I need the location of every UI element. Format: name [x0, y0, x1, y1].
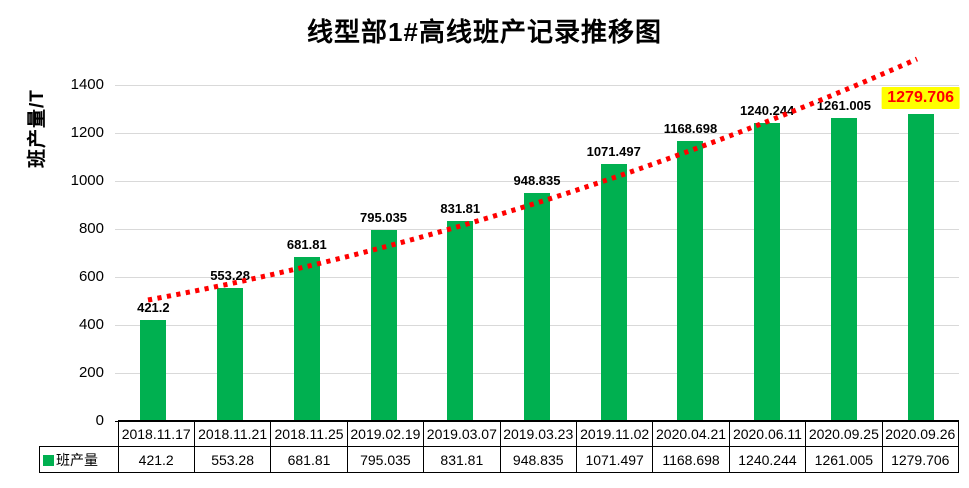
table-date-cell: 2020.09.25 [805, 420, 883, 447]
chart-title: 线型部1#高线班产记录推移图 [307, 17, 662, 47]
bar-value-label: 1168.698 [663, 120, 718, 136]
table-corner-spacer [40, 421, 119, 447]
table-date-cell: 2019.03.23 [499, 420, 577, 447]
bar [217, 288, 244, 421]
bar [140, 319, 167, 421]
legend-label: 班产量 [56, 451, 98, 468]
table-value-cell: 1261.005 [805, 446, 883, 473]
bar-value-label: 1261.005 [816, 98, 872, 114]
table-value-cell: 681.81 [270, 446, 348, 473]
table-date-cell: 2019.11.02 [575, 420, 654, 447]
y-tick-label: 0 [95, 412, 104, 429]
table-date-cell: 2018.11.17 [117, 420, 195, 447]
table-value-cell: 1168.698 [652, 446, 730, 473]
table-date-cell: 2020.06.11 [728, 420, 807, 447]
y-tick-label: 600 [78, 268, 104, 285]
gridline [115, 85, 959, 86]
y-tick-label: 1200 [70, 124, 104, 141]
bar-value-label: 681.81 [286, 237, 327, 253]
bar [830, 118, 857, 421]
table-value-cell: 1240.244 [728, 446, 807, 473]
y-tick-label: 200 [78, 364, 104, 381]
table-date-cell: 2019.02.19 [346, 420, 425, 447]
bar-value-label-highlighted: 1279.706 [881, 86, 960, 109]
bar-value-label: 421.2 [137, 299, 170, 315]
table-value-cell: 1279.706 [881, 446, 960, 473]
table-date-cell: 2018.11.25 [270, 420, 348, 447]
legend-cell: 班产量 [39, 446, 119, 473]
table-value-cell: 553.28 [193, 446, 272, 473]
table-date-cell: 2020.04.21 [652, 420, 730, 447]
bar [524, 193, 550, 421]
bar-value-label: 948.835 [513, 173, 561, 189]
bar [907, 113, 934, 421]
table-date-cell: 2019.03.07 [423, 420, 501, 447]
bar [677, 140, 704, 421]
bar-value-label: 795.035 [360, 210, 408, 226]
table-value-cell: 795.035 [346, 446, 425, 473]
bar [600, 163, 627, 421]
table-date-cell: 2020.09.26 [881, 420, 960, 447]
table-value-cell: 948.835 [499, 446, 577, 473]
plot-area: 421.2 553.28 681.81 795.035 831.81 948.835 107… [115, 85, 960, 422]
bar [370, 230, 397, 421]
table-value-cell: 421.2 [117, 446, 195, 473]
legend-swatch-icon [43, 454, 54, 466]
bar [447, 221, 474, 421]
bar-value-label: 831.81 [440, 201, 481, 217]
bar [293, 257, 320, 421]
bar [754, 123, 781, 421]
bar-value-label: 1240.244 [740, 103, 795, 119]
bar-value-label: 1071.497 [586, 143, 641, 159]
table-value-cell: 1071.497 [575, 446, 654, 473]
table-value-cell: 831.81 [423, 446, 501, 473]
y-tick-label: 1400 [70, 76, 104, 93]
y-tick-label: 800 [78, 220, 104, 237]
bar-value-label: 553.28 [210, 268, 250, 284]
y-tick-label: 1000 [70, 172, 104, 189]
y-tick-label: 400 [78, 316, 104, 333]
data-table: 2018.11.17 2018.11.21 2018.11.25 2019.02.19… [39, 420, 960, 473]
table-date-cell: 2018.11.21 [193, 420, 272, 447]
